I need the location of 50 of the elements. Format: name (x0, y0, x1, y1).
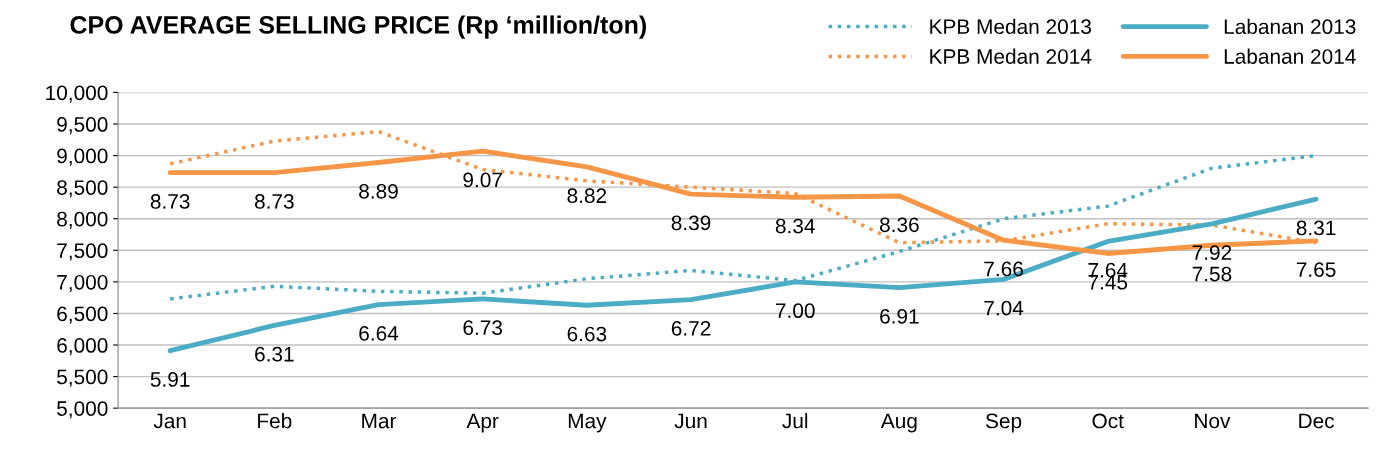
annotation: 8.73 (150, 194, 190, 209)
annotation: 7.92 (1192, 245, 1232, 260)
annotation: 8.89 (359, 183, 398, 199)
annotation: 6.73 (463, 320, 503, 336)
x-tick-label: May (568, 413, 607, 433)
x-tick-label: Mar (362, 413, 397, 429)
annotation: 7.58 (1192, 266, 1232, 282)
annotation: 6.64 (359, 326, 399, 341)
x-tick-label: Apr (466, 413, 499, 433)
annotation: 8.31 (1296, 220, 1336, 236)
y-tick-label: 5,000 (57, 401, 108, 419)
x-tick-label: Aug (880, 413, 917, 433)
x-tick-label: Jan (153, 413, 186, 429)
y-tick-label: 7,500 (57, 243, 108, 261)
y-tick-label: 9,000 (57, 148, 108, 166)
y-tick-label: 7,000 (57, 274, 108, 293)
y-tick-label: 8,000 (57, 211, 108, 229)
x-tick-label: Jul (782, 413, 808, 429)
annotation: 8.39 (671, 215, 711, 231)
annotation: 6.31 (255, 346, 294, 362)
legend-label: Labanan 2014 (1224, 48, 1356, 64)
annotation: 9.07 (463, 172, 502, 188)
chart-title: CPO AVERAGE SELLING PRICE (Rp ‘million/ton) (70, 15, 646, 39)
annotation: 8.34 (775, 218, 815, 234)
y-tick-label: 9,500 (57, 117, 108, 135)
y-tick-label: 10,000 (46, 85, 108, 103)
x-tick-label: Nov (1195, 413, 1231, 429)
legend-label: KPB Medan 2014 (930, 48, 1092, 64)
annotation: 6.63 (567, 326, 607, 342)
annotation: 7.00 (776, 303, 815, 319)
x-tick-label: Dec (1299, 413, 1335, 429)
annotation: 7.04 (984, 300, 1024, 316)
annotation: 8.82 (567, 188, 607, 204)
legend-label: KPB Medan 2013 (930, 18, 1091, 35)
x-tick-label: Sep (985, 413, 1022, 433)
legend-label: Labanan 2013 (1224, 18, 1356, 35)
x-tick-label: Jun (674, 413, 707, 429)
x-tick-label: Oct (1092, 413, 1124, 429)
annotation: 7.65 (1296, 262, 1336, 277)
y-tick-label: 6,000 (57, 338, 108, 356)
x-tick-label: Feb (258, 413, 292, 429)
y-tick-label: 5,500 (57, 369, 108, 387)
annotation: 8.36 (880, 217, 919, 233)
annotation: 6.72 (671, 320, 711, 336)
y-tick-label: 8,500 (57, 180, 108, 198)
annotation: 6.91 (880, 308, 919, 324)
annotation: 5.91 (150, 372, 190, 387)
y-tick-label: 6,500 (57, 306, 108, 324)
annotation: 8.73 (254, 194, 294, 209)
annotation: 7.66 (984, 261, 1023, 277)
